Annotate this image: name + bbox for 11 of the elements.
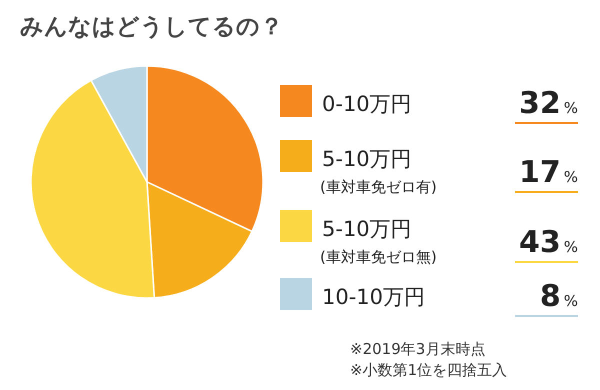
legend-label: 0-10万円 [322,92,412,116]
legend-label: 5-10万円 (車対車免ゼロ有) [320,147,437,196]
legend-label: 5-10万円 (車対車免ゼロ無) [320,217,437,266]
data-label: 43% [518,225,578,260]
data-label: 32% [518,86,578,121]
text: ※小数第1位を四捨五入 [350,361,508,379]
data-label: 17% [518,155,578,190]
chart-title: みんなはどうしてるの？ [20,14,283,40]
legend-label: 10-10万円 [322,285,426,309]
text: ※2019年3月末時点 [350,340,486,358]
data-label: 8% [540,279,578,314]
